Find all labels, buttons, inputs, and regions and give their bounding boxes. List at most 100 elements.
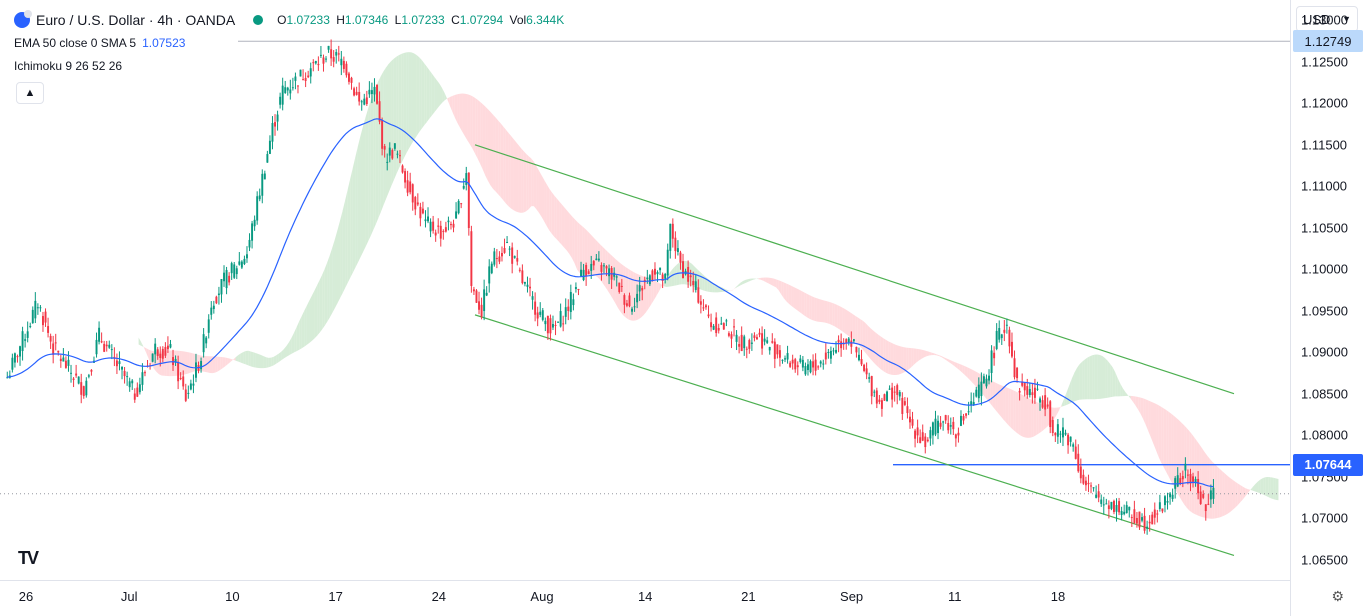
ichimoku-cloud-segment: [1158, 405, 1162, 463]
candle-body: [878, 399, 881, 402]
candle-body: [605, 266, 608, 269]
candle-body: [631, 308, 633, 312]
candle-body: [284, 87, 287, 93]
candle-body: [773, 341, 776, 359]
candle-body: [863, 364, 866, 371]
ichimoku-cloud-segment: [406, 52, 409, 154]
ichimoku-cloud-segment: [1003, 386, 1006, 423]
ichimoku-cloud-segment: [1041, 404, 1044, 432]
candle-body: [322, 57, 325, 64]
candle-body: [34, 300, 37, 319]
ichimoku-cloud-segment: [656, 281, 659, 297]
ichimoku-cloud-segment: [839, 306, 843, 332]
candle-body: [419, 206, 422, 219]
ichimoku-cloud-segment: [742, 279, 746, 285]
candle-body: [174, 358, 177, 363]
candle-body: [253, 219, 256, 227]
candle-body: [498, 256, 501, 262]
symbol-row[interactable]: Euro / U.S. Dollar · 4h · OANDA O1.07233…: [14, 8, 567, 32]
ichimoku-cloud-segment: [740, 280, 743, 286]
ichimoku-cloud-segment: [865, 322, 868, 356]
ichimoku-cloud-segment: [1140, 397, 1144, 420]
price-axis[interactable]: USD ▼ 1.13000 1.12500 1.12000 1.11500 1.1100…: [1290, 0, 1366, 616]
candle-body: [523, 281, 526, 284]
ichimoku-cloud-segment: [215, 356, 218, 373]
candle-body: [470, 231, 473, 286]
candle-body: [327, 45, 330, 50]
candle-body: [299, 69, 302, 77]
time-axis[interactable]: 26 Jul 10 17 24 Aug 14 21 Sep 11 18: [0, 580, 1290, 616]
ichimoku-cloud-segment: [480, 101, 483, 170]
candle-body: [480, 304, 483, 317]
candle-body: [67, 359, 70, 366]
indicator-ema[interactable]: EMA 50 close 0 SMA 5 1.07523: [14, 32, 567, 55]
currency-selector[interactable]: USD ▼: [1296, 6, 1358, 32]
ichimoku-cloud-segment: [487, 109, 491, 186]
ichimoku-cloud-segment: [462, 93, 465, 137]
time-tick-label: 10: [225, 589, 240, 604]
collapse-legend-button[interactable]: ▲: [16, 82, 44, 104]
ichimoku-cloud-segment: [567, 210, 570, 255]
candle-body: [1003, 329, 1006, 333]
candle-body: [778, 350, 781, 358]
ichimoku-cloud-segment: [235, 355, 239, 362]
symbol-title[interactable]: Euro / U.S. Dollar · 4h · OANDA: [36, 12, 236, 28]
candle-body: [977, 384, 980, 399]
ichimoku-cloud-segment: [967, 367, 970, 380]
gear-icon[interactable]: ⚙: [1331, 588, 1344, 604]
ichimoku-cloud-segment: [737, 282, 741, 287]
ichimoku-cloud-segment: [1201, 448, 1205, 518]
candle-body: [1041, 400, 1044, 408]
candle-body: [141, 372, 144, 385]
ichimoku-cloud-segment: [225, 357, 228, 367]
chart-area[interactable]: [0, 0, 1290, 580]
candle-body: [312, 62, 315, 64]
candle-body: [888, 388, 891, 390]
candle-body: [276, 114, 279, 122]
chevron-up-icon: ▲: [24, 87, 36, 99]
ichimoku-cloud-segment: [411, 52, 414, 145]
ichimoku-cloud-segment: [164, 350, 167, 376]
candle-body: [1087, 482, 1090, 485]
candle-body: [824, 352, 827, 360]
ichimoku-cloud-segment: [538, 170, 542, 217]
chart-canvas[interactable]: [0, 0, 1290, 580]
candle-body: [1056, 424, 1059, 437]
candle-body: [559, 311, 562, 327]
candle-body: [427, 216, 429, 222]
tradingview-logo[interactable]: TV: [18, 548, 39, 568]
ichimoku-cloud-segment: [309, 295, 312, 343]
candle-body: [513, 256, 516, 258]
candle-body: [1184, 463, 1187, 471]
ichimoku-cloud-segment: [895, 344, 899, 376]
ichimoku-cloud-segment: [1056, 407, 1060, 416]
ichimoku-cloud-segment: [169, 350, 172, 377]
candle-body: [1212, 487, 1215, 499]
candle-body: [761, 333, 764, 349]
ichimoku-cloud-segment: [1265, 476, 1269, 497]
ichimoku-cloud-segment: [658, 282, 662, 292]
candle-body: [161, 348, 164, 359]
ichimoku-cloud-segment: [1092, 354, 1095, 400]
candle-body: [100, 341, 103, 343]
ichimoku-cloud-segment: [141, 342, 144, 348]
candle-body: [1107, 505, 1110, 510]
candle-body: [799, 358, 802, 362]
candle-body: [251, 223, 254, 241]
candle-body: [947, 422, 950, 431]
indicator-ichimoku[interactable]: Ichimoku 9 26 52 26: [14, 55, 567, 78]
candle-body: [309, 68, 312, 77]
ichimoku-cloud-segment: [189, 352, 193, 374]
ichimoku-cloud-segment: [1145, 399, 1149, 432]
ichimoku-cloud-segment: [901, 346, 904, 374]
ichimoku-cloud-segment: [271, 356, 274, 367]
time-tick-label: 14: [637, 589, 653, 604]
candle-body: [886, 391, 888, 402]
ichimoku-cloud-segment: [1028, 398, 1032, 438]
candle-body: [246, 254, 248, 259]
candle-body: [633, 306, 636, 308]
ichimoku-cloud-segment: [768, 277, 771, 285]
candle-body: [434, 232, 437, 236]
candle-body: [1082, 474, 1085, 484]
ichimoku-cloud-segment: [368, 100, 371, 242]
